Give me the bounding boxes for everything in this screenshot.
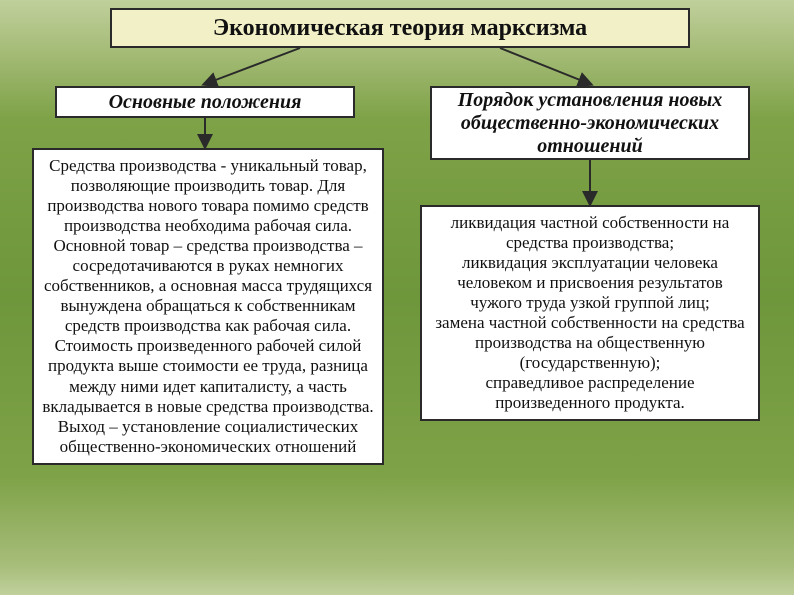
right-heading: Порядок установления новых общественно-э… [430,86,750,160]
right-content: ликвидация частной собственности на сред… [420,205,760,421]
left-content: Средства производства - уникальный товар… [32,148,384,465]
left-heading: Основные положения [55,86,355,118]
